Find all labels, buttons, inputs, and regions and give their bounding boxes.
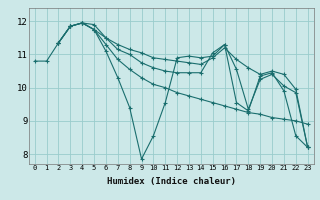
X-axis label: Humidex (Indice chaleur): Humidex (Indice chaleur) xyxy=(107,177,236,186)
